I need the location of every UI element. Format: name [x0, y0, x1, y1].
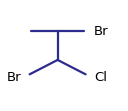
Text: Cl: Cl	[94, 71, 107, 84]
Text: Br: Br	[94, 25, 109, 38]
Text: Br: Br	[7, 71, 21, 84]
